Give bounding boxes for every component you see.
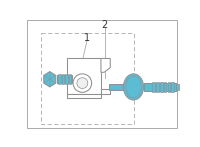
Text: 1: 1 [84,33,90,43]
Bar [144,83,176,91]
Circle shape [73,74,92,92]
Polygon shape [44,72,56,87]
Bar [58,74,61,84]
Bar [67,59,101,94]
Bar [164,82,166,92]
Bar [160,82,163,92]
Ellipse shape [123,74,144,100]
Bar [168,82,170,92]
Bar [171,82,174,92]
Bar [176,84,179,90]
Bar [152,82,155,92]
Bar [69,74,71,84]
Circle shape [77,78,88,88]
Bar [67,94,101,98]
Bar [156,82,159,92]
Polygon shape [101,59,110,72]
Bar [57,75,72,83]
Text: 2: 2 [102,20,108,30]
Bar [40,33,134,124]
Polygon shape [101,89,110,94]
Bar [109,84,123,90]
Bar [62,74,64,84]
Bar [65,74,68,84]
